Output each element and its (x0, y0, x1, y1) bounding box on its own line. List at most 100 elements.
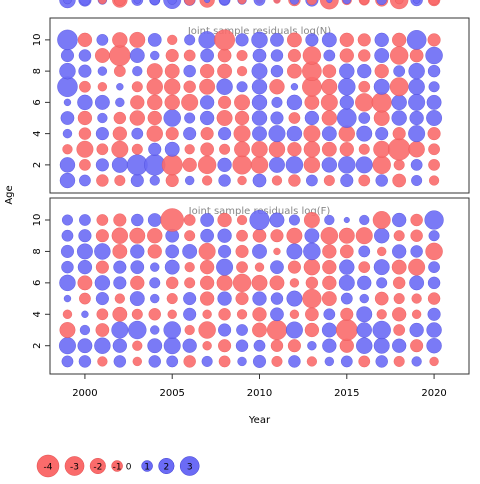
bubble (165, 173, 179, 187)
bubble (217, 157, 232, 172)
bubble (216, 78, 233, 95)
bubble (429, 356, 439, 367)
bubble (251, 274, 268, 291)
bubble (200, 110, 215, 126)
bubble (62, 128, 73, 139)
bubble (266, 320, 287, 340)
y-tick-label: 2 (32, 343, 43, 349)
bubble (356, 306, 373, 323)
bubble (273, 247, 281, 256)
bubble (357, 275, 372, 290)
bubble (252, 228, 267, 243)
bubble (166, 355, 179, 368)
bubble (112, 126, 127, 141)
bubble (336, 319, 358, 341)
bubble (63, 0, 72, 5)
bubble (321, 126, 337, 142)
bubble (323, 308, 336, 321)
bubble (59, 322, 76, 338)
x-tick-label: 2000 (72, 388, 97, 399)
bubble (426, 110, 443, 126)
bubble (428, 230, 440, 242)
bubble (371, 92, 392, 113)
bubble (303, 141, 321, 158)
bubble (96, 34, 109, 46)
bubble (200, 228, 214, 243)
bubble (77, 32, 93, 47)
bubble (113, 276, 127, 290)
bubble (287, 260, 301, 274)
bubble (163, 321, 181, 339)
bubble (130, 260, 145, 274)
bubble (133, 0, 141, 4)
legend-bubble (179, 456, 200, 476)
bubble (94, 48, 110, 63)
bubble (114, 65, 126, 77)
bubble (98, 0, 107, 5)
bubble (302, 46, 322, 65)
bubble (96, 308, 109, 321)
bubble (340, 307, 354, 321)
bubble (359, 214, 370, 226)
bubble (304, 228, 320, 244)
bubble (411, 356, 422, 367)
bubble (163, 109, 181, 127)
bubble (95, 127, 109, 141)
bubble (358, 174, 371, 187)
bubble (269, 275, 285, 291)
bubble (81, 310, 89, 318)
bubble (109, 44, 131, 67)
x-axis-label: Year (248, 415, 271, 426)
bubble (235, 292, 249, 306)
panel-1: Joint sample residuals log(N) 2 4 6 8 10 (32, 0, 470, 194)
bubble (427, 292, 441, 305)
legend-bubble (158, 457, 175, 475)
bubble (358, 143, 370, 155)
bubble (375, 355, 388, 368)
bubble (289, 0, 300, 5)
bubble (426, 338, 442, 354)
bubble (337, 108, 357, 128)
bubble (161, 154, 183, 176)
bubble (232, 273, 252, 292)
bubble (237, 175, 247, 186)
bubble (164, 141, 180, 157)
legend-label: -3 (70, 463, 79, 473)
bubble (324, 356, 334, 367)
bubble (270, 229, 284, 243)
bubble (234, 141, 250, 158)
bubble (269, 212, 285, 228)
bubble (150, 293, 160, 304)
bubble (358, 261, 371, 273)
bubble (392, 32, 407, 47)
legend: -4 -3 -2 -1 0 1 2 3 (36, 454, 200, 478)
bubble (183, 307, 197, 321)
bubble (376, 309, 387, 320)
bubble (113, 111, 127, 125)
bubble (252, 307, 267, 322)
bubble (95, 229, 109, 243)
bubble (373, 140, 391, 158)
bubble (147, 244, 162, 259)
bubble (305, 33, 319, 47)
bubble (183, 214, 196, 226)
bubble (428, 81, 440, 93)
bubble (200, 95, 215, 110)
bubble (252, 244, 267, 259)
bubble (184, 34, 196, 46)
bubble (147, 338, 163, 354)
bubble (251, 94, 268, 111)
bubble (61, 229, 74, 242)
bubble (321, 141, 337, 157)
bubble (130, 173, 144, 187)
bubble (269, 79, 285, 95)
bubble (198, 242, 216, 260)
bubble (270, 111, 284, 125)
bubble (426, 322, 442, 338)
bubble (424, 210, 444, 230)
bubble (393, 159, 405, 171)
bubble (79, 214, 91, 226)
bubble (148, 355, 161, 368)
bubble (199, 0, 215, 8)
bubble (303, 125, 321, 143)
